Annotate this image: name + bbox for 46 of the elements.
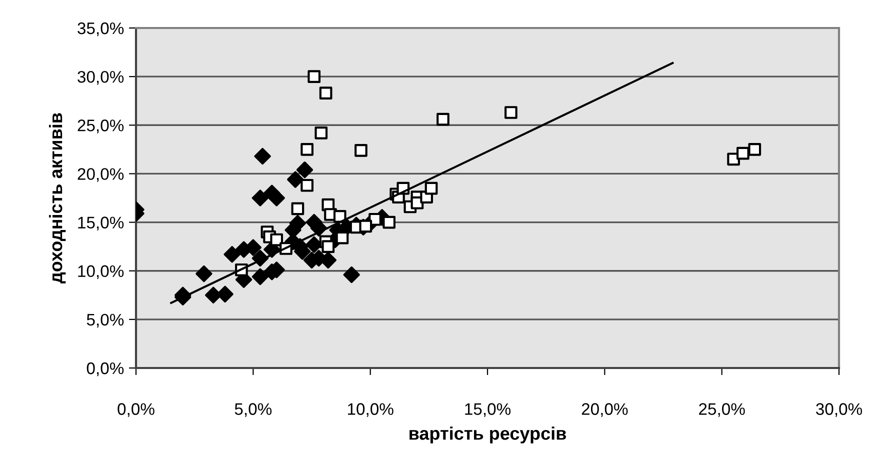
point bbox=[224, 246, 240, 263]
x-axis-title: вартість ресурсів bbox=[410, 426, 566, 444]
point bbox=[336, 231, 349, 244]
point bbox=[424, 182, 438, 195]
point bbox=[314, 126, 328, 140]
point bbox=[270, 233, 284, 246]
point bbox=[252, 190, 269, 206]
point bbox=[196, 265, 212, 282]
y-tick-label: 10,0% bbox=[78, 265, 124, 280]
y-tick-label: 0,0% bbox=[86, 362, 124, 376]
point bbox=[300, 143, 314, 156]
point bbox=[308, 70, 321, 83]
point bbox=[436, 112, 450, 126]
point bbox=[252, 268, 269, 286]
point bbox=[333, 210, 346, 223]
point bbox=[748, 143, 762, 156]
point bbox=[736, 146, 750, 160]
y-tick-label: 30,0% bbox=[78, 70, 124, 85]
x-tick-label: 5,0% bbox=[234, 403, 272, 417]
point bbox=[319, 86, 332, 100]
y-tick-label: 25,0% bbox=[78, 120, 124, 134]
x-tick-label: 20,0% bbox=[582, 403, 628, 417]
x-tick-label: 25,0% bbox=[699, 403, 745, 417]
point bbox=[382, 216, 396, 229]
x-tick-label: 15,0% bbox=[465, 403, 511, 417]
y-tick-label: 20,0% bbox=[78, 168, 124, 182]
point bbox=[354, 144, 368, 157]
point bbox=[343, 266, 360, 284]
point bbox=[296, 162, 314, 178]
point bbox=[205, 286, 222, 304]
y-tick-label: 5,0% bbox=[86, 314, 124, 328]
x-tick-label: 10,0% bbox=[348, 403, 394, 417]
point bbox=[504, 106, 518, 119]
point bbox=[300, 178, 314, 192]
point bbox=[322, 240, 335, 253]
y-tick-label: 35,0% bbox=[78, 22, 124, 36]
x-tick-label: 0,0% bbox=[118, 403, 154, 417]
y-axis-title: доходність активів bbox=[48, 113, 66, 284]
point bbox=[254, 148, 271, 165]
point bbox=[287, 171, 304, 188]
point bbox=[216, 286, 234, 302]
y-tick-label: 15,0% bbox=[78, 216, 124, 230]
point bbox=[268, 190, 285, 206]
point bbox=[291, 202, 304, 216]
point bbox=[359, 220, 372, 233]
x-tick-label: 30,0% bbox=[816, 403, 862, 417]
